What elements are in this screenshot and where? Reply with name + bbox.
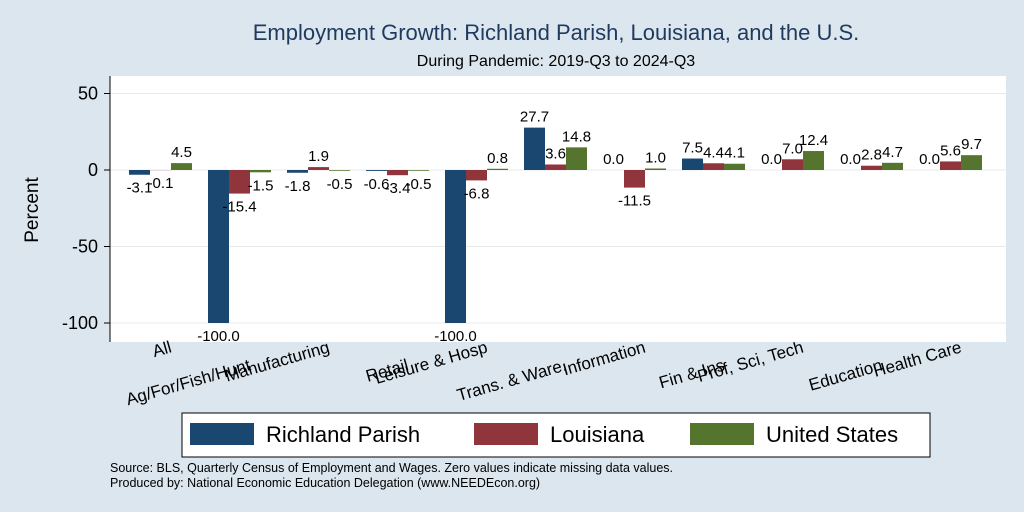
data-label: 4.5 [171, 144, 192, 161]
data-label: -3.4 [385, 180, 411, 197]
data-label: 14.8 [562, 128, 591, 145]
data-label: 2.8 [861, 147, 882, 164]
data-label: 7.0 [782, 140, 803, 157]
bar [882, 162, 903, 170]
data-label: 1.0 [645, 149, 666, 166]
bar [387, 170, 408, 176]
bar [724, 163, 745, 170]
bar [566, 147, 587, 170]
legend-swatch [190, 423, 254, 445]
category-label: Health Care [871, 338, 963, 381]
y-tick-label: 50 [78, 84, 98, 104]
legend-label: Louisiana [550, 422, 645, 447]
y-axis: 50 0 -50 -100 [62, 76, 111, 342]
bar [682, 158, 703, 170]
bar [703, 163, 724, 170]
y-tick-label: -100 [62, 313, 98, 333]
category-label: Trans. & Ware. [455, 356, 569, 405]
bar [208, 170, 229, 323]
data-label: -100.0 [434, 328, 477, 345]
category-label: Information [561, 338, 648, 380]
data-label: 4.7 [882, 144, 903, 161]
data-label: 27.7 [520, 109, 549, 126]
bar [524, 127, 545, 170]
data-label: -0.5 [327, 176, 353, 193]
data-label: 1.9 [308, 148, 329, 165]
legend-swatch [690, 423, 754, 445]
data-label: 3.6 [545, 145, 566, 162]
data-label: 0.0 [603, 151, 624, 168]
bar [961, 155, 982, 170]
data-label: 12.4 [799, 132, 828, 149]
bar [782, 159, 803, 170]
chart-subtitle: During Pandemic: 2019-Q3 to 2024-Q3 [417, 53, 695, 70]
data-label: 0.0 [840, 151, 861, 168]
bar [366, 170, 387, 171]
data-label: -0.5 [406, 176, 432, 193]
data-labels: -3.1 -100.0 -1.8 -0.6 -100.0 27.7 0.0 7.5 0.0 0.0… [127, 109, 982, 345]
data-label: 0.0 [761, 151, 782, 168]
data-label: 4.1 [724, 145, 745, 162]
chart-title: Employment Growth: Richland Parish, Loui… [253, 20, 860, 45]
category-label: All [150, 338, 173, 361]
bar [129, 170, 150, 175]
bar [329, 170, 350, 171]
plot-area [110, 76, 1006, 342]
y-tick-label: 0 [88, 160, 98, 180]
data-label: -6.8 [464, 185, 490, 202]
legend-label: United States [766, 422, 898, 447]
data-label: 0.8 [487, 150, 508, 167]
bar [171, 163, 192, 170]
data-label: 9.7 [961, 136, 982, 153]
legend-swatch [474, 423, 538, 445]
bar [861, 165, 882, 170]
bar [645, 168, 666, 170]
bar [803, 151, 824, 170]
bar [250, 170, 271, 173]
bar [466, 170, 487, 181]
bar [487, 168, 508, 170]
legend: Richland Parish Louisiana United States [181, 412, 931, 458]
data-label: -1.8 [285, 178, 311, 195]
bar [445, 170, 466, 323]
data-label: -3.1 [127, 180, 153, 197]
bar [545, 164, 566, 170]
data-label: -11.5 [618, 193, 651, 210]
data-label: -100.0 [197, 328, 240, 345]
data-label: -1.5 [248, 177, 274, 194]
bars [129, 127, 982, 323]
legend-box [181, 412, 931, 458]
data-label: -0.6 [364, 176, 390, 193]
bar [308, 167, 329, 170]
bar [229, 170, 250, 194]
data-label: 5.6 [940, 142, 961, 159]
y-tick-label: -50 [72, 237, 98, 257]
footer-source: Source: BLS, Quarterly Census of Employm… [110, 461, 673, 475]
data-label: -0.1 [148, 175, 174, 192]
bar [940, 161, 961, 170]
data-label: 7.5 [682, 140, 703, 157]
bar [287, 170, 308, 173]
data-label: 4.4 [703, 144, 724, 161]
bar [624, 170, 645, 188]
legend-label: Richland Parish [266, 422, 420, 447]
footer-produced: Produced by: National Economic Education… [110, 476, 540, 490]
y-axis-label: Percent [22, 177, 43, 243]
bar [408, 170, 429, 171]
data-label: -15.4 [222, 199, 256, 216]
data-label: 0.0 [919, 151, 940, 168]
